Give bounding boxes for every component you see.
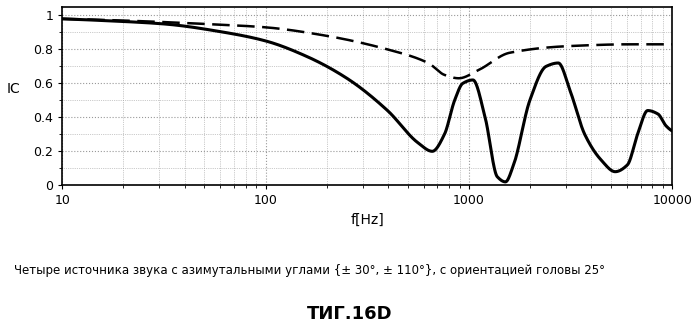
X-axis label: f[Hz]: f[Hz]: [350, 213, 384, 227]
Y-axis label: IC: IC: [7, 82, 21, 96]
Text: Четыре источника звука с азимутальными углами {± 30°, ± 110°}, с ориентацией гол: Четыре источника звука с азимутальными у…: [14, 264, 605, 277]
Text: ΤИГ.16D: ΤИГ.16D: [307, 305, 392, 323]
